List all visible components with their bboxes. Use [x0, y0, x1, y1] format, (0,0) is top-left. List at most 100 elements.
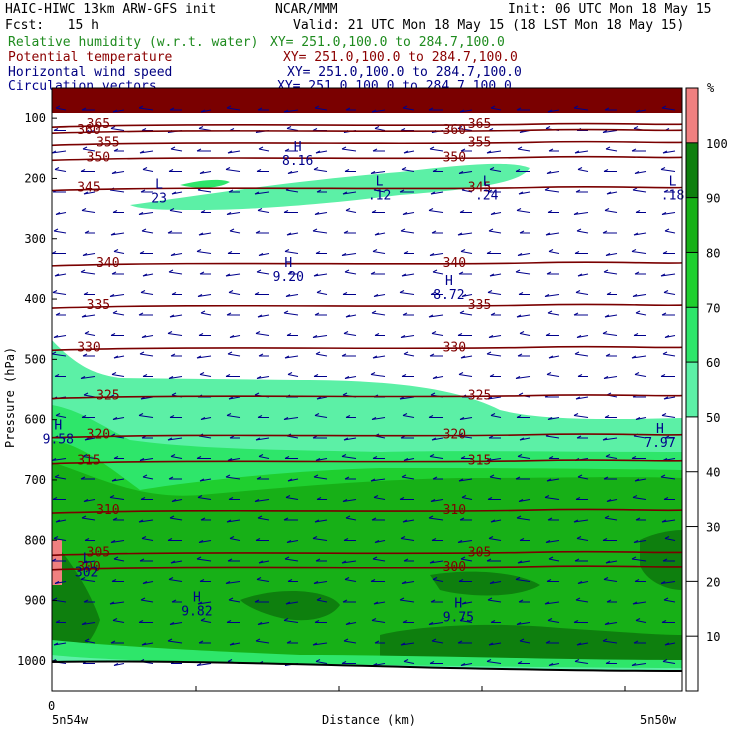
vector-arrow — [198, 232, 212, 236]
vector-arrow — [573, 212, 589, 215]
vector-arrowhead — [254, 191, 260, 195]
vector-arrowhead — [55, 212, 61, 215]
vector-arrow — [314, 107, 328, 111]
vector-arrowhead — [605, 661, 611, 664]
vector-arrowhead — [548, 148, 554, 152]
vector-arrowhead — [139, 251, 145, 254]
vector-arrow — [284, 251, 299, 254]
vector-arrowhead — [81, 415, 87, 418]
vector-arrowhead — [226, 105, 232, 109]
vector-arrowhead — [457, 540, 463, 543]
vector-arrow — [141, 335, 154, 338]
vector-arrowhead — [55, 312, 61, 316]
vector-arrowhead — [373, 601, 379, 605]
vector-arrow — [226, 415, 241, 418]
vector-arrow — [314, 212, 328, 215]
vector-arrow — [575, 292, 589, 295]
vector-arrowhead — [402, 312, 408, 316]
vector-arrowhead — [344, 376, 350, 379]
circulation-vectors — [52, 105, 676, 666]
vector-arrow — [225, 581, 241, 584]
vector-arrow — [109, 294, 125, 297]
vector-arrow — [167, 640, 183, 644]
vector-arrowhead — [53, 128, 59, 131]
vector-arrowhead — [109, 495, 115, 498]
vector-arrow — [228, 292, 241, 295]
vector-arrow — [169, 517, 183, 521]
vector-arrowhead — [228, 396, 234, 400]
vector-arrow — [83, 499, 96, 502]
vector-arrow — [315, 353, 328, 357]
x-start-label: 5n54w — [52, 713, 89, 727]
vector-arrow — [343, 437, 357, 441]
vector-arrowhead — [81, 107, 87, 111]
vector-arrowhead — [112, 109, 118, 113]
vector-arrow — [460, 355, 473, 359]
vector-arrowhead — [490, 212, 496, 215]
vector-arrow — [53, 230, 67, 234]
vector-arrowhead — [140, 290, 146, 293]
vector-arrowhead — [458, 271, 464, 275]
vector-arrow — [459, 417, 473, 420]
vector-arrowhead — [257, 415, 263, 418]
vector-arrowhead — [663, 597, 669, 601]
vector-arrow — [225, 169, 241, 172]
vector-arrowhead — [52, 597, 58, 601]
vector-arrowhead — [83, 599, 89, 603]
vector-arrowhead — [662, 251, 668, 254]
vector-arrowhead — [55, 105, 61, 109]
theta-contour-label: 365 — [468, 117, 491, 132]
vector-arrowhead — [53, 642, 59, 646]
vector-arrow — [256, 579, 270, 582]
vector-arrowhead — [371, 210, 377, 213]
theta-contour-line — [52, 508, 682, 514]
extremum-value: .24 — [475, 189, 499, 204]
vector-arrow — [573, 415, 589, 418]
vector-arrow — [344, 579, 357, 582]
vector-arrow — [400, 230, 415, 234]
vector-arrowhead — [460, 355, 466, 359]
y-tick-label: 300 — [24, 232, 46, 246]
vector-arrowhead — [344, 169, 350, 172]
rh-below-ground — [52, 661, 682, 691]
vector-arrow — [110, 128, 125, 131]
vector-arrowhead — [341, 661, 347, 664]
vector-arrowhead — [660, 167, 666, 170]
theta-contour-line — [52, 565, 682, 571]
vector-arrowhead — [83, 292, 89, 295]
vector-arrow — [140, 599, 154, 603]
vector-arrowhead — [515, 169, 521, 172]
vector-arrow — [229, 230, 241, 234]
vector-arrowhead — [606, 292, 612, 295]
vector-arrowhead — [84, 638, 90, 642]
vector-arrowhead — [662, 558, 668, 562]
vector-arrow — [634, 478, 647, 482]
vector-arrowhead — [460, 556, 466, 560]
vector-arrowhead — [634, 372, 640, 375]
rh-band-90d — [640, 530, 682, 590]
theta-contour-line — [52, 345, 682, 352]
pressure-axis: 100 200 300 400 500 600 700 800 900 1000 — [17, 111, 57, 668]
vector-arrow — [372, 558, 386, 562]
colorbar-frame — [685, 87, 699, 692]
vector-arrowhead — [112, 517, 118, 521]
vector-arrowhead — [111, 579, 117, 582]
vector-arrow — [663, 396, 676, 400]
vector-arrowhead — [345, 208, 351, 211]
field-wind-xy: XY= 251.0,100.0 to 284.7,100.0 — [287, 65, 522, 80]
vector-arrow — [603, 579, 618, 582]
vector-arrow — [197, 294, 212, 297]
vector-arrow — [460, 663, 473, 666]
vector-arrowhead — [284, 249, 290, 252]
vector-arrowhead — [518, 191, 524, 195]
vector-arrowhead — [519, 230, 525, 234]
extremum-kind: H — [454, 597, 462, 612]
vector-arrow — [112, 109, 125, 113]
vector-arrow — [401, 476, 415, 480]
vector-arrow — [225, 476, 241, 480]
vector-arrow — [198, 540, 212, 543]
vector-arrow — [200, 312, 212, 316]
vector-arrowhead — [371, 417, 377, 420]
theta-contour-line — [52, 550, 682, 557]
